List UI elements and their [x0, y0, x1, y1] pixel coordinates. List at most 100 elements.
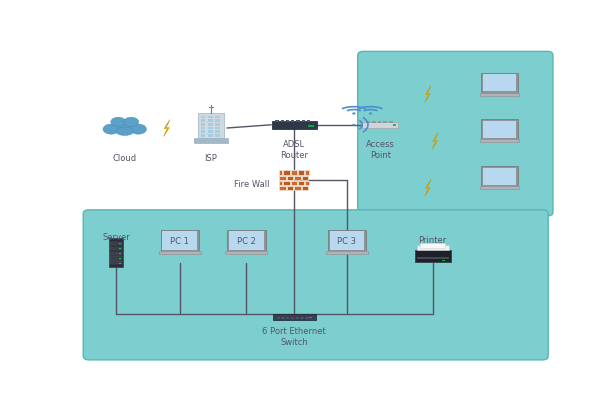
Bar	[483, 74, 516, 91]
FancyBboxPatch shape	[358, 51, 553, 216]
Bar	[479, 92, 519, 96]
Bar	[366, 121, 370, 123]
Bar	[277, 317, 280, 319]
Bar	[393, 124, 395, 126]
Polygon shape	[164, 120, 170, 136]
Bar	[389, 121, 393, 123]
Bar	[483, 121, 516, 138]
Bar	[280, 186, 286, 190]
Bar	[281, 120, 284, 122]
Bar	[216, 123, 220, 126]
Bar	[306, 181, 309, 185]
Bar	[208, 131, 213, 133]
Bar	[272, 121, 317, 129]
Bar	[378, 121, 381, 123]
Ellipse shape	[369, 112, 372, 115]
Ellipse shape	[124, 117, 139, 126]
Ellipse shape	[352, 112, 355, 115]
Bar	[415, 249, 450, 262]
Bar	[383, 121, 387, 123]
Bar	[442, 260, 445, 261]
Bar	[326, 251, 368, 254]
Ellipse shape	[115, 120, 134, 132]
Bar	[208, 119, 213, 122]
Bar	[309, 317, 312, 318]
Bar	[330, 231, 364, 249]
Bar	[291, 170, 297, 174]
Polygon shape	[425, 86, 431, 102]
Bar	[306, 170, 309, 174]
Bar	[280, 176, 286, 180]
Bar	[302, 186, 308, 190]
Bar	[208, 116, 213, 118]
Bar	[298, 181, 304, 185]
Bar	[372, 121, 376, 123]
Bar	[282, 317, 285, 319]
Bar	[301, 317, 304, 319]
Bar	[420, 243, 445, 248]
Bar	[216, 119, 220, 122]
Ellipse shape	[103, 124, 120, 134]
Bar	[273, 314, 316, 320]
Bar	[198, 113, 224, 139]
Bar	[159, 251, 201, 254]
Bar	[287, 176, 293, 180]
Text: PC 3: PC 3	[337, 237, 356, 246]
Bar	[416, 257, 449, 259]
Bar	[481, 73, 517, 92]
Bar	[161, 230, 199, 251]
Ellipse shape	[352, 124, 355, 126]
Bar	[120, 258, 121, 259]
Bar	[120, 243, 121, 244]
Bar	[296, 317, 299, 319]
FancyBboxPatch shape	[83, 210, 548, 360]
Bar	[275, 120, 278, 122]
Bar	[286, 120, 289, 122]
Bar	[283, 170, 290, 174]
Text: 6 Port Ethernet
Switch: 6 Port Ethernet Switch	[262, 327, 326, 347]
Text: Printer: Printer	[418, 236, 447, 245]
Polygon shape	[432, 133, 438, 150]
Bar	[225, 251, 267, 254]
Bar	[294, 176, 301, 180]
Bar	[298, 170, 304, 174]
Bar	[307, 120, 310, 122]
Bar	[110, 256, 122, 260]
Bar	[201, 123, 205, 126]
Bar	[302, 176, 308, 180]
Bar	[201, 119, 205, 122]
Bar	[296, 120, 300, 122]
Bar	[280, 181, 282, 185]
Bar	[280, 170, 282, 174]
Bar	[193, 138, 228, 143]
Ellipse shape	[111, 117, 126, 126]
Bar	[291, 181, 297, 185]
Bar	[229, 231, 264, 249]
Bar	[110, 261, 122, 265]
Bar	[286, 317, 290, 319]
Text: PC 1: PC 1	[170, 237, 189, 246]
Bar	[302, 120, 305, 122]
Text: ISP: ISP	[205, 154, 217, 163]
Bar	[481, 166, 517, 186]
Text: Server: Server	[102, 233, 130, 242]
Bar	[291, 317, 294, 319]
Bar	[479, 139, 519, 142]
Text: Cloud: Cloud	[113, 154, 137, 163]
Bar	[208, 127, 213, 129]
Bar	[110, 242, 122, 245]
Bar	[201, 127, 205, 129]
Text: ADSL
Router: ADSL Router	[280, 140, 308, 160]
Bar	[328, 230, 366, 251]
Bar	[416, 245, 449, 249]
Bar	[163, 231, 197, 249]
Text: Access
Point: Access Point	[366, 140, 395, 160]
Bar	[227, 230, 265, 251]
Bar	[362, 122, 398, 128]
Bar	[305, 317, 309, 319]
Bar	[308, 125, 314, 127]
Bar	[201, 131, 205, 133]
Polygon shape	[425, 179, 431, 196]
Text: Fire Wall: Fire Wall	[234, 180, 269, 189]
Bar	[201, 116, 205, 118]
